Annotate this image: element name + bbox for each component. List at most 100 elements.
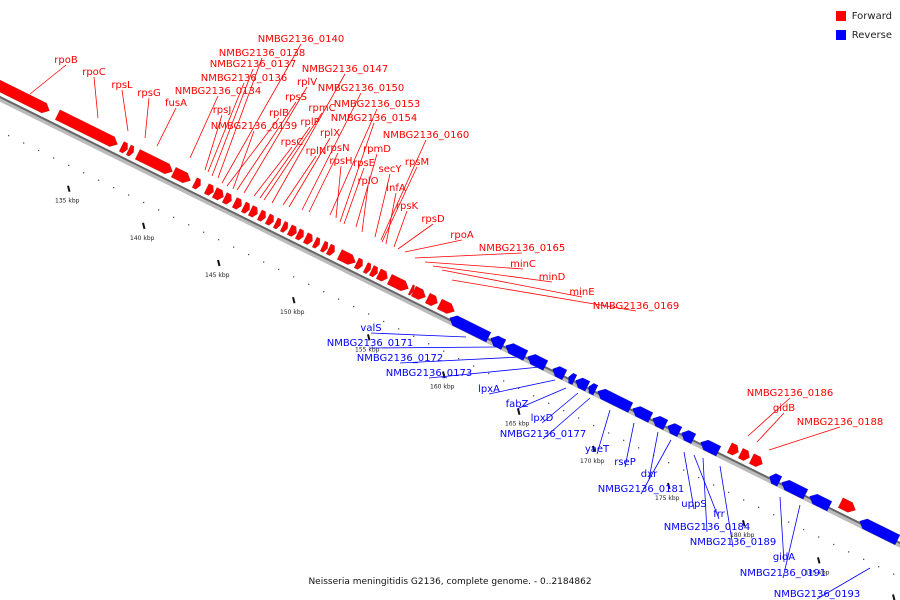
- scale-tick: [67, 185, 71, 192]
- gene-label: uppS: [681, 499, 706, 510]
- scale-dot: [68, 164, 70, 166]
- gene-label: rpoC: [82, 67, 106, 78]
- scale-dot: [293, 276, 295, 278]
- scale-dot: [413, 335, 415, 337]
- gene-leader-line: [221, 43, 302, 184]
- scale-dot: [338, 298, 340, 300]
- gene-label: NMBG2136_0139: [211, 121, 297, 132]
- gene-label: rplV: [297, 77, 317, 88]
- forward-gene-block: [436, 298, 455, 314]
- gene-leader-line: [782, 504, 801, 579]
- gene-label: NMBG2136_0140: [258, 34, 344, 45]
- gene-label: lpxA: [478, 384, 500, 395]
- gene-label: NMBG2136_0186: [747, 388, 833, 399]
- scale-tick: [292, 296, 296, 304]
- scale-dot: [518, 387, 520, 389]
- reverse-gene-block: [597, 388, 634, 413]
- forward-gene-block: [737, 447, 750, 462]
- legend-forward: Forward: [835, 8, 892, 24]
- forward-gene-block: [837, 497, 856, 513]
- gene-leader-line: [385, 192, 397, 245]
- scale-dot: [218, 239, 220, 241]
- forward-gene-block: [170, 166, 191, 184]
- scale-dot: [593, 424, 595, 427]
- forward-gene-block: [211, 187, 224, 201]
- reverse-gene-block: [652, 415, 669, 431]
- gene-leader-line: [516, 387, 567, 410]
- scale-dot: [833, 543, 835, 546]
- scale-tick: [892, 594, 896, 600]
- gene-leader-line: [288, 137, 331, 208]
- gene-label: valS: [360, 323, 381, 334]
- scale-dot: [668, 462, 670, 464]
- scale-dot: [428, 343, 430, 345]
- gene-leader-line: [451, 279, 637, 312]
- gene-label: NMBG2136_0189: [690, 537, 776, 548]
- gene-leader-line: [236, 101, 297, 191]
- scale-dot: [578, 417, 580, 419]
- forward-gene-block: [264, 213, 274, 226]
- gene-leader-line: [93, 76, 99, 119]
- gene-leader-line: [204, 114, 223, 171]
- forward-gene-block: [336, 249, 356, 265]
- gene-leader-line: [301, 92, 362, 211]
- gene-leader-line: [719, 465, 734, 548]
- scale-tick: [517, 408, 521, 415]
- scale-dot: [698, 476, 700, 479]
- gene-label: minD: [539, 272, 566, 283]
- gene-leader-line: [683, 451, 695, 510]
- scale-dot: [53, 157, 55, 159]
- scale-dot: [548, 402, 550, 404]
- gene-leader-line: [441, 269, 583, 298]
- forward-gene-block: [231, 197, 242, 210]
- scale-tick: [817, 557, 821, 564]
- gene-leader-line: [488, 379, 556, 395]
- forward-gene-block: [240, 201, 250, 214]
- legend: Forward Reverse: [835, 8, 892, 46]
- gene-label: rpmD: [363, 144, 391, 155]
- forward-gene-block: [0, 79, 50, 114]
- forward-gene-block: [319, 240, 329, 253]
- gene-leader-line: [243, 86, 308, 194]
- gene-label: rpsC: [281, 137, 304, 148]
- gene-leader-line: [232, 130, 255, 190]
- gene-label: NMBG2136_0160: [383, 130, 469, 141]
- scale-tick: [742, 519, 746, 527]
- scale-dot: [713, 484, 715, 486]
- gene-label: NMBG2136_0181: [598, 484, 684, 495]
- gene-leader-line: [370, 332, 467, 338]
- gene-leader-line: [271, 73, 346, 204]
- gene-leader-line: [217, 57, 263, 179]
- gene-label: NMBG2136_0177: [500, 429, 586, 440]
- gene-leader-line: [779, 496, 785, 563]
- tick-label: 185 kbp: [805, 569, 830, 576]
- gene-leader-line: [144, 97, 150, 139]
- legend-reverse: Reverse: [835, 27, 892, 43]
- gene-label: rpsN: [326, 143, 349, 154]
- gene-leader-line: [414, 252, 523, 259]
- reverse-gene-block: [575, 377, 591, 392]
- scale-dot: [113, 186, 115, 189]
- scale-dot: [818, 536, 820, 538]
- gene-label: minC: [510, 259, 536, 270]
- gene-leader-line: [355, 153, 378, 228]
- scale-dot: [38, 149, 40, 152]
- reverse-gene-block: [632, 406, 654, 423]
- reverse-gene-block: [859, 518, 900, 546]
- scale-dot: [98, 179, 100, 181]
- gene-label: infA: [386, 183, 406, 194]
- gene-leader-line: [339, 122, 375, 223]
- forward-gene-block: [375, 268, 388, 282]
- scale-dot: [203, 231, 205, 233]
- gene-label: NMBG2136_0173: [386, 368, 472, 379]
- forward-gene-block: [362, 262, 372, 275]
- gene-label: gidB: [773, 403, 795, 414]
- gene-label: frr: [713, 509, 725, 520]
- gene-label: rpsK: [396, 201, 419, 212]
- scale-dot: [398, 328, 400, 330]
- gene-label: NMBG2136_0154: [331, 113, 417, 124]
- gene-leader-line: [121, 89, 129, 132]
- gene-label: gidA: [773, 552, 795, 563]
- backbone-line: [0, 95, 900, 545]
- reverse-gene-block: [809, 493, 833, 512]
